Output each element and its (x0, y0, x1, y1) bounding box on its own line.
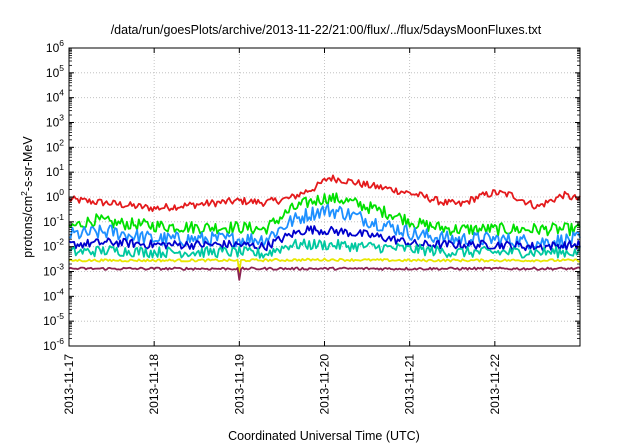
y-tick-base: 10 (43, 339, 57, 353)
y-axis-label: protons/cm2-s-sr-MeV (19, 136, 35, 258)
x-tick-labels: 2013-11-17 2013-11-18 2013-11-19 2013-11-20… (62, 354, 502, 415)
y-tick-exponent: -1 (56, 212, 64, 222)
y-tick-base: 10 (43, 265, 57, 279)
y-tick-base: 10 (46, 66, 60, 80)
y-tick-exponent: -2 (56, 237, 64, 247)
series-line-4 (68, 225, 581, 252)
y-tick-label: 106 (46, 38, 64, 55)
tick-marks (68, 47, 580, 347)
y-tick-label: 10-3 (43, 262, 64, 279)
y-tick-exponent: 0 (59, 187, 64, 197)
chart-title: /data/run/goesPlots/archive/2013-11-22/2… (111, 23, 542, 37)
y-axis-label-post: -s-sr-MeV (21, 136, 35, 192)
y-tick-base: 10 (43, 215, 57, 229)
y-axis-label-sup: 2 (19, 191, 29, 196)
series-line-1 (68, 174, 581, 213)
y-tick-base: 10 (46, 116, 60, 130)
y-axis-label-pre: protons/cm (21, 196, 35, 258)
y-tick-exponent: 4 (59, 88, 64, 98)
y-tick-exponent: 6 (59, 38, 64, 48)
y-tick-base: 10 (43, 240, 57, 254)
y-tick-label: 10-1 (43, 212, 64, 229)
y-tick-base: 10 (43, 314, 57, 328)
y-tick-label: 10-5 (43, 311, 64, 328)
y-tick-exponent: 5 (59, 63, 64, 73)
y-tick-exponent: 1 (59, 162, 64, 172)
y-tick-base: 10 (46, 165, 60, 179)
y-tick-base: 10 (46, 140, 60, 154)
y-tick-base: 10 (46, 190, 60, 204)
y-tick-exponent: -5 (56, 311, 64, 321)
y-tick-label: 103 (46, 113, 64, 130)
y-tick-exponent: 2 (59, 137, 64, 147)
x-tick-label: 2013-11-21 (403, 354, 417, 415)
x-tick-label: 2013-11-18 (147, 354, 161, 415)
y-tick-exponent: -3 (56, 262, 64, 272)
series-line-2 (68, 192, 581, 237)
y-tick-label: 100 (46, 187, 64, 204)
y-tick-exponent: 3 (59, 113, 64, 123)
y-tick-label: 10-6 (43, 336, 64, 353)
y-tick-label: 10-4 (43, 286, 64, 303)
y-tick-base: 10 (43, 289, 57, 303)
series-line-7 (68, 266, 581, 281)
x-tick-label: 2013-11-22 (488, 354, 502, 415)
y-tick-label: 10-2 (43, 237, 64, 254)
x-axis-label: Coordinated Universal Time (UTC) (228, 429, 420, 443)
y-tick-label: 105 (46, 63, 64, 80)
y-tick-base: 10 (46, 91, 60, 105)
y-tick-label: 101 (46, 162, 64, 179)
x-tick-label: 2013-11-20 (318, 354, 332, 415)
y-tick-label: 102 (46, 137, 64, 154)
y-tick-label: 104 (46, 88, 64, 105)
series-line-6 (68, 257, 581, 274)
series-line-5 (68, 238, 581, 259)
y-tick-exponent: -6 (56, 336, 64, 346)
x-tick-label: 2013-11-17 (62, 354, 76, 415)
y-tick-exponent: -4 (56, 286, 64, 296)
series-lines (68, 174, 581, 281)
y-tick-labels: 10610510410310210110010-110-210-310-410-… (43, 38, 64, 353)
x-tick-label: 2013-11-19 (232, 354, 246, 415)
series-line-3 (68, 203, 581, 250)
y-tick-base: 10 (46, 41, 60, 55)
